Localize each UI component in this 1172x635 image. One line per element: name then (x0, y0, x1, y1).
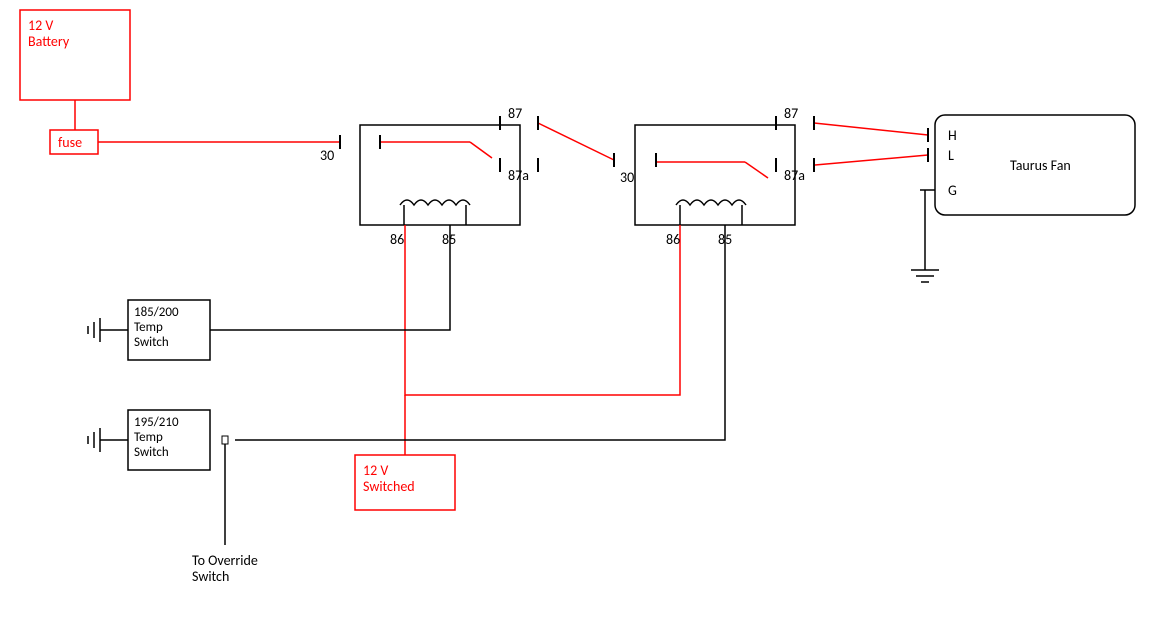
pin-label-relay1_87a: 87a (508, 167, 529, 184)
pin-label-relay2_87: 87 (784, 105, 798, 122)
pin-label-fan_L: L (948, 147, 954, 164)
fuse-label: fuse (58, 134, 82, 151)
override-switch-label: To Override (192, 552, 258, 569)
temp-switch-2-label: 195/210 (134, 415, 179, 430)
pin-label-relay1_85: 85 (442, 231, 456, 248)
wire-black-1 (235, 225, 725, 440)
battery-label: 12 V (28, 17, 53, 34)
pin-label-relay1_87: 87 (508, 105, 522, 122)
pin-label-relay1_86: 86 (390, 231, 404, 248)
temp-switch-2-label: Temp (134, 430, 163, 445)
wire-red-7 (814, 123, 928, 135)
wire-red-3 (470, 142, 492, 158)
wire-red-9 (405, 225, 680, 395)
wire-red-4 (538, 123, 614, 160)
pin-label-fan_H: H (948, 127, 957, 144)
wire-red-8 (815, 155, 928, 165)
switched-12v-label: Switched (363, 478, 415, 495)
pin-label-relay2_30: 30 (620, 169, 634, 186)
temp-switch-1-label: Temp (134, 320, 163, 335)
relay-coil-2-icon (676, 200, 746, 205)
relay-2-box (635, 125, 795, 225)
pin-label-relay2_85: 85 (718, 231, 732, 248)
switched-12v-label: 12 V (363, 462, 388, 479)
temp-switch-1-label: 185/200 (134, 305, 179, 320)
battery-label: Battery (28, 33, 70, 50)
wiring-diagram: 12 VBatteryfuse185/200TempSwitch195/210T… (0, 0, 1172, 635)
relay-1-box (360, 125, 520, 225)
relay-coil-1-icon (400, 200, 470, 205)
temp-switch-1-label: Switch (134, 335, 169, 350)
pin-label-relay2_86: 86 (666, 231, 680, 248)
pin-label-relay1_30: 30 (320, 147, 334, 164)
override-switch-label: Switch (192, 568, 229, 585)
temp-switch-2-label: Switch (134, 445, 169, 460)
fan-label: Taurus Fan (1010, 157, 1071, 174)
wire-red-6 (745, 162, 768, 178)
wire-jumper-icon (222, 436, 228, 444)
pin-label-relay2_87a: 87a (784, 167, 805, 184)
pin-label-fan_G: G (948, 182, 957, 199)
wire-black-0 (210, 225, 450, 330)
